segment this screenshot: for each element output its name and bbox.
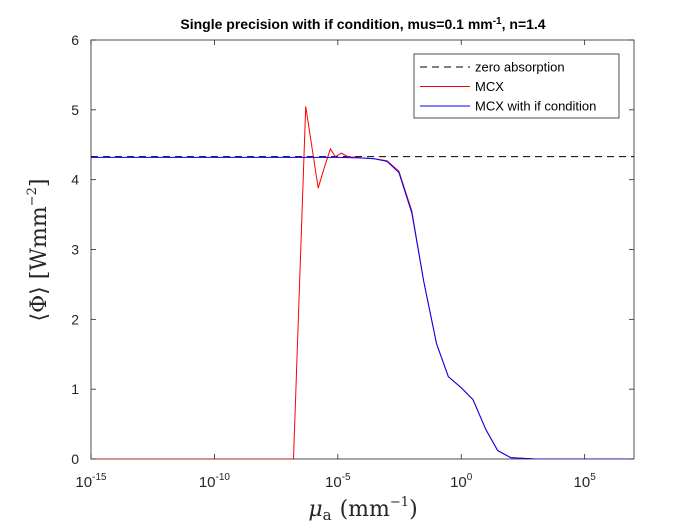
y-tick-label: 4 — [71, 172, 79, 188]
series-layer — [91, 106, 634, 459]
x-axis-ticks: 10-15 10-10 10-5 100 105 — [75, 40, 596, 491]
legend-label: zero absorption — [475, 60, 565, 75]
x-tick-label: 10-10 — [199, 472, 231, 491]
series-line-mcx-with-if-condition — [91, 156, 634, 459]
chart-title: Single precision with if condition, mus=… — [180, 16, 545, 33]
y-axis-ticks: 0 1 2 3 4 5 6 — [71, 32, 634, 467]
x-axis-label: μa (mm−1) — [308, 495, 417, 524]
legend-label: MCX with if condition — [475, 99, 596, 114]
legend-label: MCX — [475, 79, 504, 94]
y-tick-label: 1 — [71, 381, 79, 397]
x-tick-label: 100 — [450, 472, 473, 491]
y-tick-label: 6 — [71, 32, 79, 48]
chart-title-superscript: -1 — [493, 16, 502, 27]
legend: zero absorption MCX MCX with if condition — [413, 53, 620, 119]
x-tick-label: 10-15 — [75, 472, 107, 491]
y-tick-label: 0 — [71, 451, 79, 467]
x-tick-label: 10-5 — [325, 472, 351, 491]
y-axis-label: ⟨Φ⟩ [Wmm−2] — [25, 179, 52, 322]
y-tick-label: 3 — [71, 242, 79, 258]
y-tick-label: 5 — [71, 102, 79, 118]
x-tick-label: 105 — [574, 472, 597, 491]
y-tick-label: 2 — [71, 311, 79, 327]
